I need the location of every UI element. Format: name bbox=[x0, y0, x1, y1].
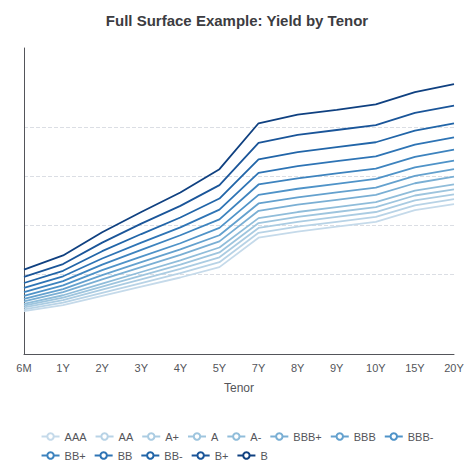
svg-text:5Y: 5Y bbox=[213, 362, 227, 374]
svg-text:BB: BB bbox=[118, 450, 133, 462]
svg-text:BBB-: BBB- bbox=[408, 431, 434, 443]
svg-text:B: B bbox=[260, 450, 267, 462]
svg-text:Full Surface Example: Yield by: Full Surface Example: Yield by Tenor bbox=[106, 12, 368, 29]
svg-text:9Y: 9Y bbox=[330, 362, 344, 374]
svg-text:BBB: BBB bbox=[354, 431, 376, 443]
svg-text:8Y: 8Y bbox=[291, 362, 305, 374]
svg-text:3Y: 3Y bbox=[135, 362, 149, 374]
svg-text:2Y: 2Y bbox=[95, 362, 109, 374]
svg-text:10Y: 10Y bbox=[366, 362, 386, 374]
svg-text:15Y: 15Y bbox=[405, 362, 425, 374]
svg-text:1Y: 1Y bbox=[56, 362, 70, 374]
svg-text:BB-: BB- bbox=[164, 450, 183, 462]
svg-text:AAA: AAA bbox=[65, 431, 88, 443]
svg-text:20Y: 20Y bbox=[444, 362, 464, 374]
svg-text:B+: B+ bbox=[215, 450, 229, 462]
svg-text:A+: A+ bbox=[165, 431, 179, 443]
svg-text:A-: A- bbox=[250, 431, 261, 443]
svg-text:BB+: BB+ bbox=[65, 450, 86, 462]
svg-text:6M: 6M bbox=[16, 362, 31, 374]
svg-text:4Y: 4Y bbox=[174, 362, 188, 374]
svg-text:BBB+: BBB+ bbox=[293, 431, 321, 443]
svg-text:Tenor: Tenor bbox=[224, 381, 254, 395]
svg-text:AA: AA bbox=[119, 431, 134, 443]
svg-text:A: A bbox=[211, 431, 219, 443]
svg-text:7Y: 7Y bbox=[252, 362, 266, 374]
